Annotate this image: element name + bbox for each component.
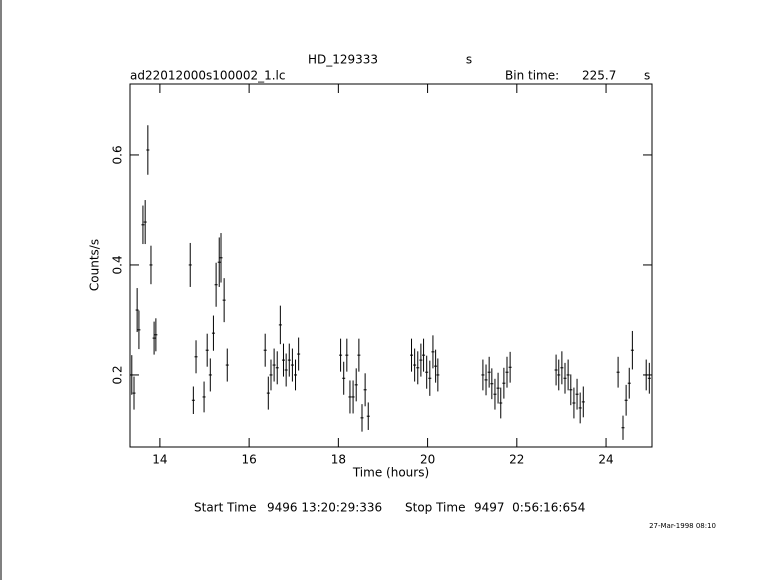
title-suffix: s — [466, 53, 472, 67]
y-tick-label: 0.4 — [111, 255, 125, 274]
x-tick-label: 18 — [331, 453, 346, 467]
plot-frame — [129, 83, 653, 448]
bin-time-unit: s — [644, 69, 650, 83]
x-tick-label: 14 — [152, 453, 167, 467]
stop-value: 9497 0:56:16:654 — [474, 501, 585, 515]
x-axis-label: Time (hours) — [352, 466, 429, 480]
y-tick-label: 0.2 — [111, 365, 125, 384]
stop-label: Stop Time — [405, 501, 465, 515]
x-tick-label: 22 — [509, 453, 524, 467]
x-tick-label: 20 — [420, 453, 435, 467]
bin-time-label: Bin time: — [505, 69, 559, 83]
date-stamp: 27-Mar-1998 08:10 — [649, 522, 716, 530]
subtitle: ad22012000s100002_1.lc — [130, 69, 286, 83]
start-value: 9496 13:20:29:336 — [267, 501, 382, 515]
bin-time: 225.7 — [582, 69, 616, 83]
chart-title: HD_129333 — [308, 53, 378, 67]
x-tick-label: 16 — [241, 453, 256, 467]
y-axis-label: Counts/s — [88, 239, 102, 291]
y-tick-label: 0.6 — [111, 145, 125, 164]
x-tick-label: 24 — [598, 453, 613, 467]
start-label: Start Time — [194, 501, 257, 515]
